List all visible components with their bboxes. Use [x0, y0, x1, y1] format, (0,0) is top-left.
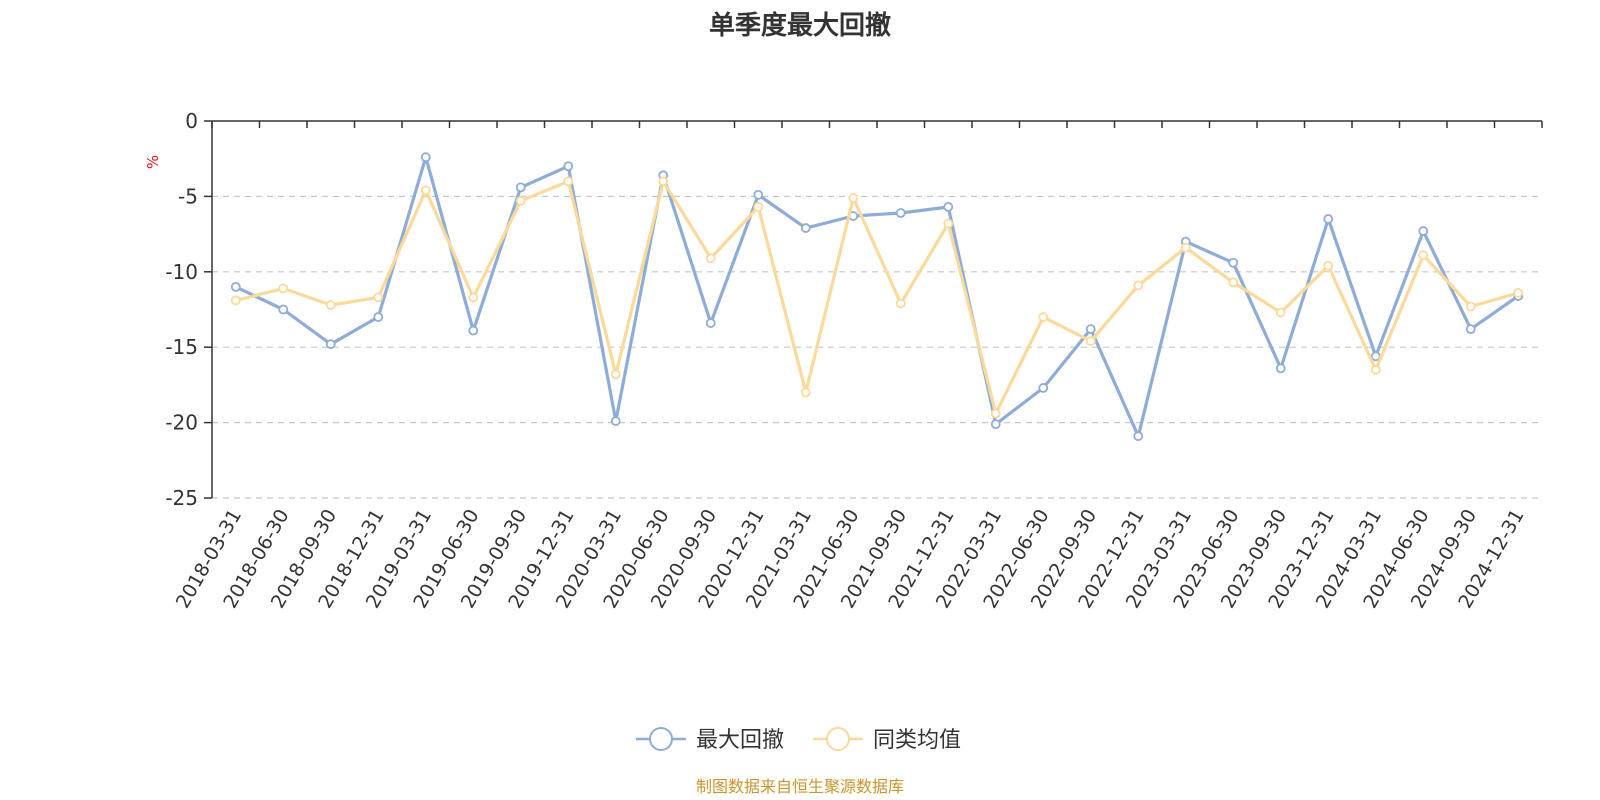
data-point[interactable]: [658, 176, 669, 187]
data-point[interactable]: [325, 339, 336, 350]
y-tick-label: -15: [165, 335, 198, 359]
data-point[interactable]: [1180, 242, 1191, 253]
series-2: [230, 176, 1524, 419]
data-point[interactable]: [990, 408, 1001, 419]
data-point[interactable]: [278, 283, 289, 294]
data-point[interactable]: [1465, 301, 1476, 312]
data-point[interactable]: [1370, 364, 1381, 375]
data-point[interactable]: [1228, 277, 1239, 288]
data-point[interactable]: [705, 253, 716, 264]
data-point[interactable]: [1275, 363, 1286, 374]
data-point[interactable]: [800, 223, 811, 233]
y-axis-ticks: 0 -5 -10 -15 -20 -25: [165, 109, 212, 510]
data-point[interactable]: [753, 202, 764, 212]
data-point[interactable]: [1133, 280, 1144, 291]
data-point[interactable]: [1323, 214, 1334, 224]
data-point[interactable]: [610, 416, 621, 426]
data-point[interactable]: [1038, 383, 1049, 393]
legend-label: 最大回撤: [696, 728, 784, 753]
data-point[interactable]: [753, 189, 764, 200]
chart-title: 单季度最大回撤: [709, 10, 891, 41]
data-point[interactable]: [230, 295, 241, 306]
y-axis-unit: %: [144, 155, 162, 169]
data-point[interactable]: [373, 292, 384, 303]
data-point[interactable]: [1085, 336, 1096, 347]
data-point[interactable]: [1418, 250, 1429, 261]
data-point[interactable]: [848, 193, 859, 203]
data-point[interactable]: [895, 208, 906, 218]
y-tick-label: 0: [185, 109, 198, 133]
data-point[interactable]: [1228, 257, 1239, 268]
legend-marker-icon: [826, 727, 850, 751]
y-tick-label: -20: [165, 411, 198, 435]
data-point[interactable]: [420, 152, 431, 163]
data-point[interactable]: [943, 202, 954, 212]
legend-marker-icon: [649, 727, 673, 751]
data-point[interactable]: [895, 298, 906, 309]
data-point[interactable]: [1133, 431, 1144, 442]
data-point[interactable]: [1465, 324, 1476, 335]
grid-lines: [212, 195, 1542, 499]
data-point[interactable]: [943, 218, 954, 229]
data-source-note: 制图数据来自恒生聚源数据库: [696, 777, 904, 796]
data-point[interactable]: [1323, 260, 1334, 271]
data-point[interactable]: [468, 325, 479, 336]
legend[interactable]: 最大回撤 同类均值: [636, 727, 961, 753]
data-point[interactable]: [420, 185, 431, 196]
axes: [211, 120, 1542, 498]
data-point[interactable]: [1513, 288, 1524, 298]
y-tick-label: -25: [165, 486, 198, 510]
data-point[interactable]: [373, 312, 384, 322]
data-point[interactable]: [515, 196, 526, 206]
data-point[interactable]: [1085, 324, 1096, 335]
legend-item-1[interactable]: 最大回撤: [636, 727, 784, 753]
y-tick-label: -5: [178, 184, 198, 208]
series-line: [235, 179, 1519, 416]
data-point[interactable]: [1038, 312, 1049, 322]
series-group: [230, 152, 1524, 442]
data-point[interactable]: [610, 369, 621, 380]
data-point[interactable]: [705, 318, 716, 328]
data-point[interactable]: [1275, 307, 1286, 318]
data-point[interactable]: [468, 292, 479, 303]
data-point[interactable]: [563, 161, 574, 172]
data-point[interactable]: [278, 304, 289, 315]
legend-label: 同类均值: [873, 728, 961, 753]
data-point[interactable]: [230, 281, 241, 292]
data-point[interactable]: [563, 176, 574, 187]
data-point[interactable]: [990, 419, 1001, 430]
data-point[interactable]: [1418, 226, 1429, 236]
data-point[interactable]: [325, 300, 336, 310]
data-point[interactable]: [515, 182, 526, 193]
data-point[interactable]: [800, 387, 811, 398]
y-tick-label: -10: [165, 260, 198, 284]
legend-item-2[interactable]: 同类均值: [813, 727, 961, 753]
